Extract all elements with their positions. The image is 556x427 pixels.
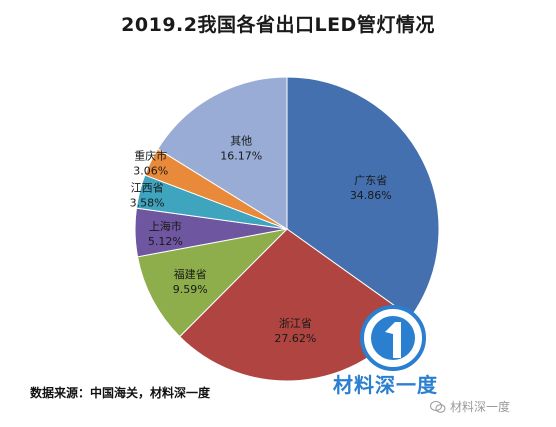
watermark-text: 材料深一度 bbox=[450, 400, 511, 414]
watermark: 材料深一度 bbox=[430, 398, 510, 415]
slice-value-label: 27.62% bbox=[274, 332, 316, 345]
pie-slice bbox=[136, 228, 289, 338]
data-source: 数据来源：中国海关，材料深一度 bbox=[30, 386, 211, 400]
brand-name: 材料深一度 bbox=[333, 373, 438, 397]
slice-category-label: 其他 bbox=[230, 135, 252, 148]
pie-slice bbox=[286, 76, 440, 318]
slice-category-label: 江西省 bbox=[131, 181, 164, 194]
slice-value-label: 3.58% bbox=[130, 196, 165, 209]
wechat-icon bbox=[430, 400, 446, 413]
slice-category-label: 重庆市 bbox=[134, 149, 167, 163]
slice-category-label: 广东省 bbox=[354, 174, 387, 187]
brand-logo-icon bbox=[360, 305, 426, 371]
slice-value-label: 34.86% bbox=[350, 189, 392, 202]
slice-category-label: 浙江省 bbox=[279, 317, 312, 330]
slice-value-label: 9.59% bbox=[173, 283, 208, 296]
slice-category-label: 福建省 bbox=[174, 267, 207, 281]
slice-category-label: 上海市 bbox=[149, 219, 182, 233]
slice-value-label: 5.12% bbox=[148, 235, 183, 248]
chart-title: 2019.2我国各省出口LED管灯情况 bbox=[121, 14, 435, 36]
pie-slice bbox=[157, 76, 288, 230]
slice-value-label: 16.17% bbox=[220, 150, 262, 163]
pie-labels: 广东省 34.86% 浙江省 27.62% 福建省 9.59% 上海市 5.12% 江西省 3.5… bbox=[130, 135, 392, 345]
slice-value-label: 3.06% bbox=[133, 165, 168, 178]
pie-slices bbox=[134, 76, 440, 382]
